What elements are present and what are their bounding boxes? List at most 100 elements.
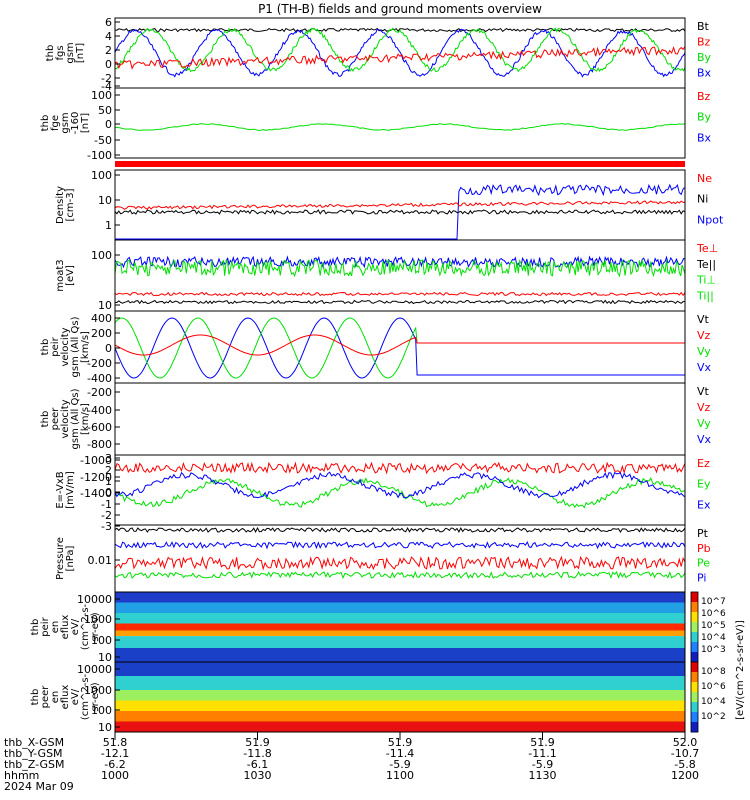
panel-spec_e: 10^8 10^6 10^4 10^2 10000 1000 100 10 thb peer en e… (30, 661, 726, 734)
y-axis-label: thb (40, 339, 51, 356)
y-axis-label: peir (50, 336, 61, 356)
y-axis-label: [km/s] (80, 403, 91, 435)
legend-entry: Bz (697, 36, 711, 49)
series-pb (114, 555, 686, 571)
y-axis-label: velocity (60, 327, 71, 366)
colorbar-axis-label: [eV/(cm^2-s-sr-eV)] (735, 620, 746, 720)
spectrogram-band (115, 613, 685, 624)
spectrogram-band (115, 676, 685, 690)
x-tick-label: 1100 (386, 769, 414, 782)
x-tick-label: 1030 (244, 769, 272, 782)
spectrogram-band (115, 700, 685, 711)
flag-bar (115, 161, 685, 167)
y-tick-label: 10 (98, 721, 112, 734)
series-by (114, 123, 686, 131)
x-tick-label: -5.9 (532, 758, 553, 771)
y-tick-label: -100 (87, 149, 112, 162)
y-tick-label: 400 (91, 312, 112, 325)
colorbar-segment (691, 672, 698, 683)
x-axis-row-label: thb_Z-GSM (4, 758, 64, 771)
colorbar-tick: 10^3 (701, 645, 726, 655)
y-axis-label: gsm (65, 42, 76, 63)
spectrogram-band (115, 623, 685, 631)
legend-entry: Ti|| (696, 289, 714, 302)
y-axis-label: [km/s] (80, 331, 91, 363)
y-axis-label: gsm (All Qs) (70, 316, 81, 377)
y-tick-label: 6 (105, 16, 112, 29)
y-tick-label: 100 (91, 169, 112, 182)
x-tick-label: -12.1 (101, 747, 129, 760)
y-tick-label: 3 (105, 452, 112, 465)
x-axis-row-label: hhmm (4, 769, 39, 782)
y-tick-label: 200 (91, 327, 112, 340)
panel-density: 100 10 1 Density [cm-3] Ne Ni Npot (55, 169, 724, 241)
series-ey (114, 477, 686, 509)
y-tick-label: -400 (87, 404, 112, 417)
x-tick-label: 1130 (529, 769, 557, 782)
series-vx (114, 317, 685, 379)
y-axis-label: Pressure (55, 537, 66, 580)
y-tick-label: 1 (105, 475, 112, 488)
spectrogram-band (115, 721, 685, 732)
legend-entry: Pt (697, 527, 709, 540)
colorbar-segment (691, 702, 698, 713)
spectrogram-band (115, 662, 685, 676)
legend-entry: Ey (697, 478, 711, 491)
x-tick-label: -11.8 (243, 747, 271, 760)
x-tick-label: 52.0 (673, 736, 698, 749)
y-tick-label: 0 (105, 118, 112, 131)
y-tick-label: -1 (101, 498, 112, 511)
y-tick-label: 100 (91, 89, 112, 102)
spectrogram-band (115, 636, 685, 648)
y-tick-label: -50 (94, 134, 112, 147)
x-tick-label: -10.7 (671, 747, 699, 760)
colorbar-tick: 10^4 (701, 697, 726, 707)
y-axis-label: velocity (60, 399, 71, 438)
y-axis-label: peer (50, 407, 61, 431)
y-tick-label: -600 (87, 421, 112, 434)
y-axis-label: eV/ (70, 618, 81, 635)
y-axis-label: [nPa] (65, 545, 76, 571)
y-axis-label: en (50, 621, 61, 634)
panel-frame (114, 454, 686, 526)
y-axis-label: gsm (All Qs) (70, 388, 81, 449)
x-tick-label: 51.9 (245, 736, 270, 749)
y-tick-label: -2 (101, 72, 112, 85)
legend-entry: Vy (697, 345, 711, 358)
colorbar-segment (691, 622, 698, 633)
legend-entry: Pb (697, 542, 711, 555)
colorbar-tick: 10^7 (701, 597, 726, 607)
legend-entry: Ex (697, 498, 711, 511)
series-pi (114, 540, 686, 550)
y-tick-label: -200 (87, 357, 112, 370)
series-bx (114, 28, 686, 78)
y-axis-label: eflux (60, 615, 71, 640)
legend-entry: Ne (697, 172, 712, 185)
y-tick-label: -800 (87, 438, 112, 451)
y-tick-label: 10 (98, 194, 112, 207)
series-ti-par (114, 255, 686, 269)
series-by (114, 27, 686, 73)
y-tick-label: 100 (91, 249, 112, 262)
legend-entry: Ez (697, 457, 710, 470)
y-tick-label: 10000 (77, 663, 112, 676)
spectrogram-band (115, 602, 685, 613)
legend-entry: Vx (697, 361, 712, 374)
y-axis-label: eV/ (70, 688, 81, 705)
legend-entry: Bz (697, 90, 711, 103)
x-tick-label: -11.4 (386, 747, 414, 760)
colorbar-segment (691, 602, 698, 613)
legend-entry: Bt (697, 20, 710, 33)
colorbar-tick: 10^4 (701, 633, 726, 643)
y-axis-label: thb (45, 45, 56, 62)
y-tick-label: 1 (105, 219, 112, 232)
legend-entry: Vz (697, 329, 711, 342)
spectrogram-band (115, 630, 685, 637)
y-axis-label: [nT] (80, 113, 91, 133)
y-tick-label: 10 (98, 651, 112, 664)
colorbar-segment (691, 662, 698, 673)
y-axis-label: -160 (70, 112, 81, 135)
x-tick-label: 51.9 (388, 736, 413, 749)
